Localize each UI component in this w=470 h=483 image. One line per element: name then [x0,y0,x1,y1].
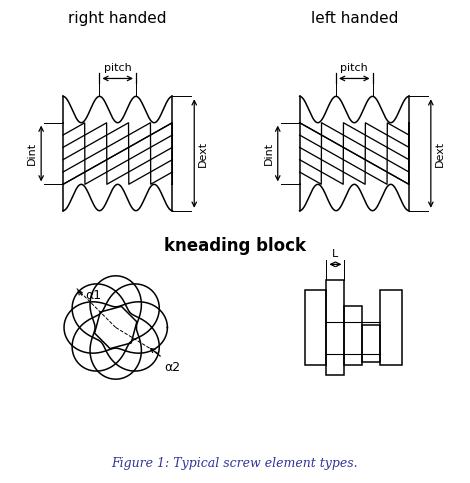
Text: pitch: pitch [104,63,132,73]
Text: Dint: Dint [27,142,37,165]
Text: α2: α2 [164,361,180,374]
Text: Dint: Dint [264,142,274,165]
Text: Figure 1: Typical screw element types.: Figure 1: Typical screw element types. [112,456,358,469]
Text: Dext: Dext [198,141,208,167]
Bar [345,306,362,365]
Bar [362,325,380,362]
Text: right handed: right handed [69,12,167,27]
Bar [380,290,402,365]
Text: pitch: pitch [340,63,368,73]
Text: L: L [332,249,338,259]
Text: left handed: left handed [311,12,398,27]
Text: Dext: Dext [435,141,445,167]
Bar [327,280,345,375]
Text: α1: α1 [86,289,102,302]
Bar [305,290,327,365]
Text: kneading block: kneading block [164,237,306,255]
